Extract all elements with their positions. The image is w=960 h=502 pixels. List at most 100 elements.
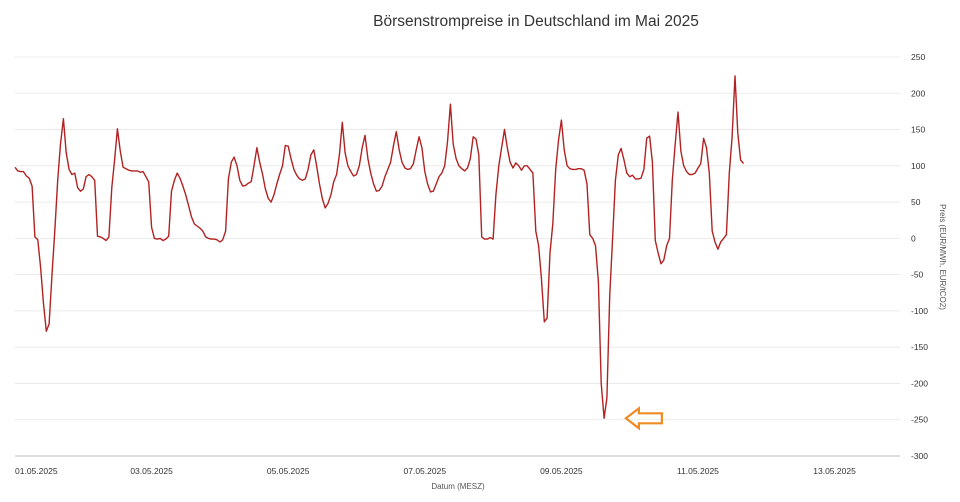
data-point [663, 260, 664, 261]
data-point [382, 186, 383, 187]
data-point [458, 165, 459, 166]
data-point [501, 147, 502, 148]
data-point [626, 173, 627, 174]
y-tick-label: -300 [911, 451, 928, 461]
data-point [660, 263, 661, 264]
data-point [222, 239, 223, 240]
data-point [302, 180, 303, 181]
data-point [601, 383, 602, 384]
data-point [629, 176, 630, 177]
data-point [128, 170, 129, 171]
data-point [106, 240, 107, 241]
x-tick-label: 03.05.2025 [130, 466, 173, 476]
y-axis-title: Preis (EUR/MWh, EUR/tCO2) [938, 204, 947, 310]
y-tick-label: -250 [911, 415, 928, 425]
x-axis-title: Datum (MESZ) [431, 482, 485, 491]
data-point [339, 154, 340, 155]
data-point [57, 180, 58, 181]
data-point [658, 252, 659, 253]
data-point [575, 169, 576, 170]
data-point [271, 202, 272, 203]
data-point [433, 191, 434, 192]
data-point [521, 170, 522, 171]
chart-title: Börsenstrompreise in Deutschland im Mai … [373, 13, 699, 30]
data-point [490, 237, 491, 238]
x-tick-label: 13.05.2025 [813, 466, 856, 476]
data-point [134, 170, 135, 171]
data-point [547, 318, 548, 319]
data-point [71, 174, 72, 175]
data-point [683, 165, 684, 166]
data-point [612, 238, 613, 239]
data-point [436, 183, 437, 184]
data-point [695, 173, 696, 174]
data-point [569, 168, 570, 169]
data-point [273, 194, 274, 195]
data-point [484, 239, 485, 240]
data-point [211, 239, 212, 240]
data-point [265, 188, 266, 189]
data-point [17, 170, 18, 171]
data-point [558, 140, 559, 141]
data-point [231, 162, 232, 163]
data-point [182, 186, 183, 187]
data-point [177, 173, 178, 174]
data-point [370, 173, 371, 174]
data-point [438, 176, 439, 177]
data-point [638, 178, 639, 179]
data-point [399, 149, 400, 150]
x-axis-ticks: 01.05.2025 03.05.2025 05.05.2025 07.05.2025… [15, 466, 856, 476]
data-point [538, 245, 539, 246]
data-point [108, 236, 109, 237]
data-point [387, 169, 388, 170]
data-point [572, 169, 573, 170]
data-point [564, 149, 565, 150]
data-point [390, 162, 391, 163]
data-point [245, 185, 246, 186]
y-tick-label: 0 [911, 233, 916, 243]
data-point [88, 174, 89, 175]
data-point [208, 238, 209, 239]
data-point [609, 296, 610, 297]
x-tick-label: 11.05.2025 [677, 466, 719, 476]
data-point [512, 167, 513, 168]
data-point [157, 239, 158, 240]
data-point [253, 165, 254, 166]
data-point [299, 178, 300, 179]
data-point [14, 167, 15, 168]
data-point [310, 154, 311, 155]
data-point [120, 151, 121, 152]
data-point [154, 238, 155, 239]
data-point [74, 173, 75, 174]
data-point [103, 238, 104, 239]
data-point [359, 165, 360, 166]
data-point [160, 238, 161, 239]
data-point [507, 147, 508, 148]
data-point [219, 241, 220, 242]
data-point [259, 162, 260, 163]
data-point [188, 205, 189, 206]
data-point [527, 165, 528, 166]
data-point [675, 144, 676, 145]
y-tick-label: -50 [911, 270, 924, 280]
data-point [316, 165, 317, 166]
data-point [493, 239, 494, 240]
data-point [20, 171, 21, 172]
data-point [453, 144, 454, 145]
data-point [63, 118, 64, 119]
data-point [214, 239, 215, 240]
data-point [54, 231, 55, 232]
data-point [666, 245, 667, 246]
data-point [308, 169, 309, 170]
y-tick-label: 250 [911, 52, 925, 62]
data-point [137, 170, 138, 171]
data-point [100, 236, 101, 237]
data-point [97, 236, 98, 237]
data-point [162, 240, 163, 241]
data-point [268, 198, 269, 199]
data-point [669, 238, 670, 239]
data-point [29, 178, 30, 179]
data-point [179, 178, 180, 179]
data-point [342, 122, 343, 123]
